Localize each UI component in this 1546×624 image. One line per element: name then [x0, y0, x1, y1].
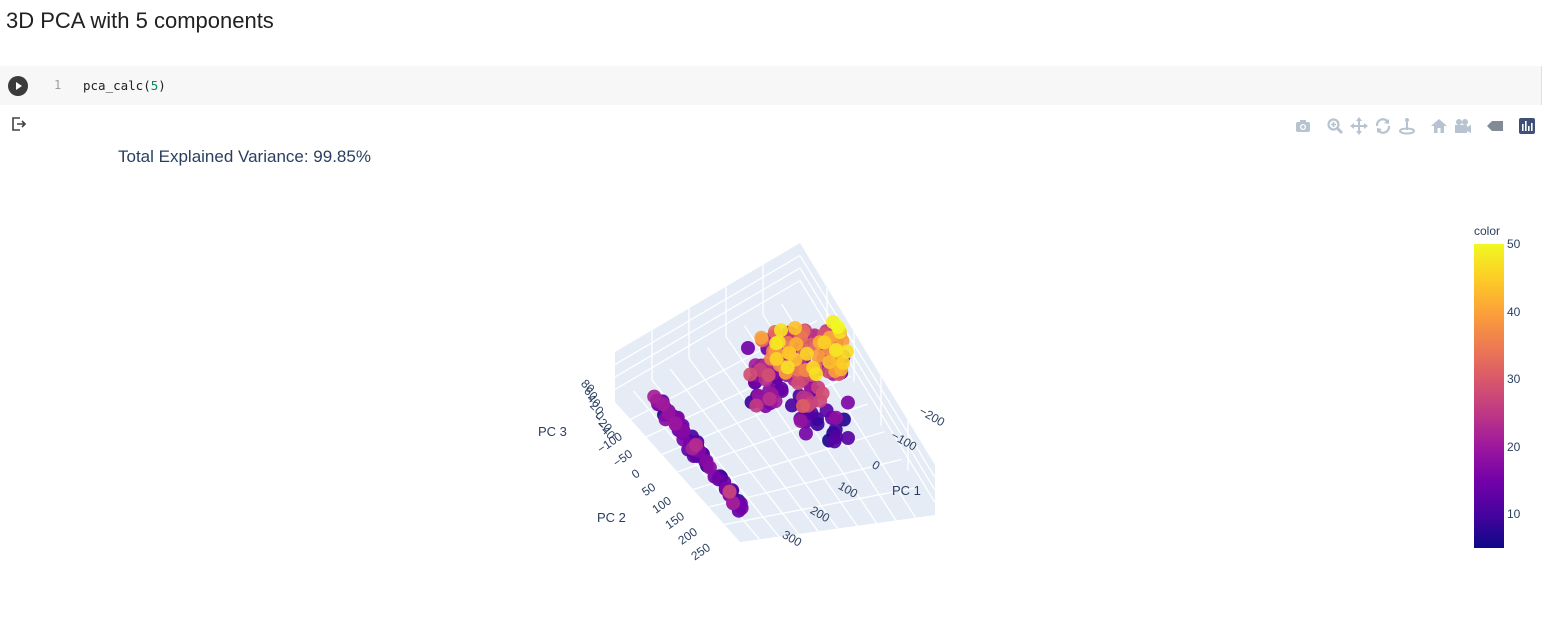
reset-camera-last-save-icon[interactable]: [1454, 117, 1472, 135]
floor-gridline: [724, 486, 919, 526]
data-point: [796, 399, 810, 413]
wall-gridline: [614, 267, 801, 378]
data-point: [810, 417, 825, 432]
data-point: [785, 398, 799, 413]
pc2-tick-label: 100: [649, 493, 674, 516]
data-point: [798, 426, 813, 441]
wall-gridline: [799, 267, 936, 491]
data-point: [726, 496, 741, 511]
data-point: [841, 431, 855, 445]
data-point: [780, 360, 795, 375]
pc1-tick-label: −200: [917, 404, 948, 430]
axis-title-pc2: PC 2: [597, 510, 626, 525]
axis-title-pc1: PC 1: [892, 483, 921, 498]
data-point: [840, 344, 854, 359]
data-point: [827, 434, 842, 449]
pc2-tick-label: 200: [675, 524, 700, 547]
wall-gridline: [799, 255, 936, 478]
data-point: [743, 367, 758, 382]
data-point: [817, 335, 832, 350]
plotly-logo-icon[interactable]: [1518, 117, 1536, 135]
pc2-tick-label: 150: [662, 509, 687, 532]
data-point: [822, 355, 837, 370]
data-point: [774, 323, 788, 338]
data-point: [840, 395, 855, 410]
scene-grid: [614, 243, 936, 542]
code-argument: 5: [150, 78, 159, 93]
data-point: [829, 410, 844, 425]
data-point: [831, 320, 845, 334]
data-point: [749, 398, 764, 413]
data-point: [815, 386, 830, 401]
data-point: [791, 376, 806, 390]
pc2-tick-label: 50: [639, 480, 658, 499]
colorbar-tick-label: 10: [1507, 507, 1521, 522]
axis-ticks: −200−1000100200300−100−50050100150200250…: [578, 376, 947, 563]
wall-gridline: [614, 254, 801, 366]
data-point: [782, 346, 797, 361]
play-icon: [16, 82, 22, 90]
scatter3d-scene[interactable]: −200−1000100200300−100−50050100150200250…: [0, 170, 1546, 610]
code-close-paren: ): [158, 78, 166, 93]
pc2-tick-label: 250: [688, 540, 713, 563]
data-point: [702, 460, 717, 475]
plot-title: Total Explained Variance: 99.85%: [118, 147, 371, 166]
data-point: [647, 389, 662, 404]
code-function: pca_calc(: [83, 78, 151, 93]
data-point: [836, 356, 850, 370]
data-point: [793, 414, 808, 428]
colorbar-title: color: [1474, 224, 1501, 238]
data-point: [810, 348, 825, 363]
data-point: [809, 367, 823, 381]
pc2-tick-label: −50: [610, 447, 635, 470]
data-point: [829, 343, 843, 357]
data-point: [741, 341, 755, 355]
output-menu-icon[interactable]: [11, 116, 27, 137]
data-point: [761, 368, 776, 383]
colorbar-tick-label: 50: [1507, 237, 1521, 251]
run-cell-button[interactable]: [8, 76, 28, 96]
data-point: [762, 392, 777, 406]
pan-icon[interactable]: [1350, 117, 1368, 135]
wall-gridline: [614, 279, 801, 391]
reset-camera-default-icon[interactable]: [1430, 117, 1448, 135]
code-line[interactable]: pca_calc(5): [83, 78, 166, 93]
colorbar-tick-label: 20: [1507, 439, 1521, 454]
data-point: [754, 330, 769, 345]
data-point: [689, 438, 703, 453]
colorbar-tick-label: 30: [1507, 372, 1521, 387]
turntable-rotation-icon[interactable]: [1398, 117, 1416, 135]
axis-title-pc3: PC 3: [538, 424, 567, 439]
camera-icon[interactable]: [1294, 117, 1312, 135]
code-cell[interactable]: 1 pca_calc(5): [0, 66, 1542, 105]
data-point: [668, 416, 683, 431]
data-point: [769, 352, 784, 366]
data-point: [722, 484, 737, 499]
wall-gridline: [799, 280, 936, 503]
toggle-hover-icon[interactable]: [1486, 117, 1504, 135]
pc2-tick-label: 0: [629, 466, 643, 481]
data-point: [769, 336, 784, 351]
data-point: [788, 321, 802, 335]
notebook-heading: 3D PCA with 5 components: [6, 8, 274, 33]
floor-plane: [615, 293, 935, 542]
zoom-icon[interactable]: [1326, 117, 1344, 135]
colorbar: [1474, 244, 1504, 548]
data-point: [799, 346, 814, 361]
orbit-rotation-icon[interactable]: [1374, 117, 1392, 135]
scatter-points: [647, 315, 855, 518]
line-number: 1: [54, 78, 62, 92]
colorbar-tick-label: 40: [1507, 304, 1521, 319]
